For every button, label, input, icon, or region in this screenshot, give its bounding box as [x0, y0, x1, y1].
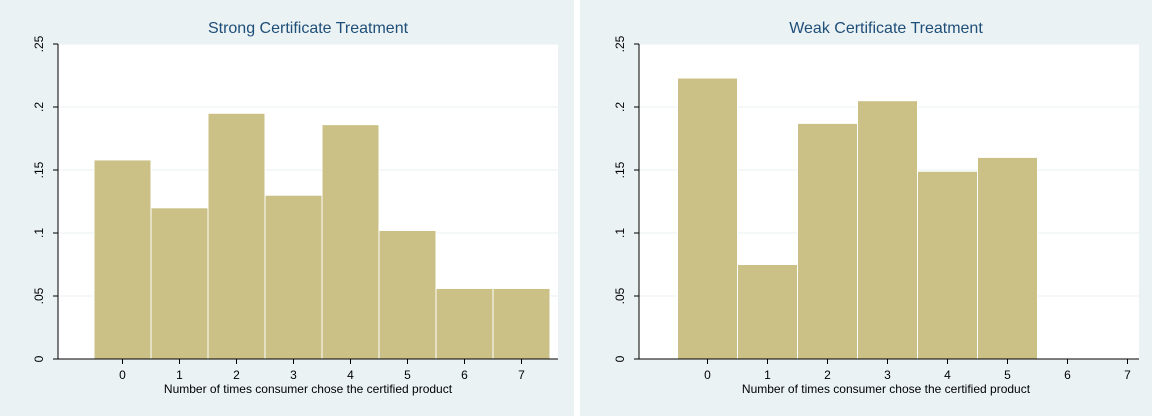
x-tick-label: 2	[824, 368, 831, 382]
x-tick-label: 5	[404, 368, 411, 382]
y-tick-label: .05	[613, 287, 627, 304]
x-tick-label: 4	[944, 368, 951, 382]
x-tick-label: 0	[119, 368, 126, 382]
bar-3	[264, 194, 323, 360]
x-tick-label: 3	[290, 368, 297, 382]
chart-title: Weak Certificate Treatment	[789, 20, 983, 37]
x-tick-label: 1	[764, 368, 771, 382]
y-tick-label: 0	[613, 355, 627, 362]
y-tick-label: .1	[613, 228, 627, 238]
x-tick-label: 2	[233, 368, 240, 382]
bar-4	[917, 170, 978, 360]
bar-2	[207, 112, 266, 360]
x-tick-label: 6	[1064, 368, 1071, 382]
x-axis-label: Number of times consumer chose the certi…	[742, 382, 1031, 396]
y-tick-label: 0	[32, 355, 46, 362]
x-tick-label: 7	[518, 368, 525, 382]
bar-7	[492, 287, 551, 360]
x-tick-label: 5	[1004, 368, 1011, 382]
y-tick-label: .25	[32, 35, 46, 52]
bar-6	[435, 287, 494, 360]
y-tick-label: .25	[613, 35, 627, 52]
x-tick-label: 4	[347, 368, 354, 382]
x-tick-label: 7	[1124, 368, 1131, 382]
y-tick-label: .05	[32, 287, 46, 304]
bar-2	[797, 122, 858, 360]
strong-certificate-histogram: 0 .05 .1 .15 .2 .25 0 1 2 3 4 5 6 7 Strong Certifica…	[32, 20, 558, 396]
bar-5	[378, 229, 437, 360]
x-axis-label: Number of times consumer chose the certi…	[164, 382, 453, 396]
bar-5	[977, 156, 1038, 360]
x-tick-label: 0	[704, 368, 711, 382]
y-tick-label: .15	[32, 161, 46, 178]
bar-1	[737, 264, 798, 360]
x-tick-label: 3	[884, 368, 891, 382]
y-tick-label: .15	[613, 161, 627, 178]
bar-0	[677, 77, 738, 360]
y-tick-label: .2	[613, 102, 627, 112]
x-tick-label: 6	[461, 368, 468, 382]
bar-1	[150, 207, 209, 360]
y-tick-label: .1	[32, 228, 46, 238]
bar-0	[93, 159, 152, 360]
y-tick-label: .2	[32, 102, 46, 112]
x-tick-label: 1	[176, 368, 183, 382]
weak-certificate-panel: 0 .05 .1 .15 .2 .25 0 1 2 3 4 5 6 7 Weak Certificate…	[580, 0, 1152, 416]
bar-4	[321, 124, 380, 360]
bar-3	[857, 100, 918, 360]
chart-title: Strong Certificate Treatment	[208, 20, 409, 37]
strong-certificate-panel: 0 .05 .1 .15 .2 .25 0 1 2 3 4 5 6 7 Strong Certifica…	[0, 0, 574, 416]
weak-certificate-histogram: 0 .05 .1 .15 .2 .25 0 1 2 3 4 5 6 7 Weak Certificate…	[613, 20, 1139, 396]
